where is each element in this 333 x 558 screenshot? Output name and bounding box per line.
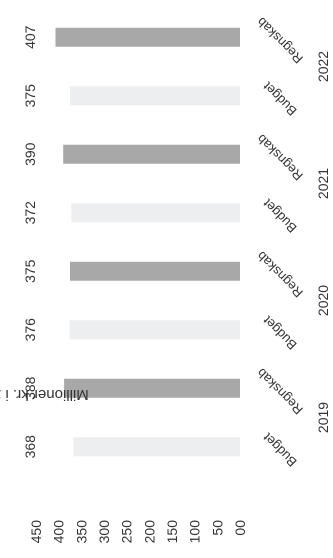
y-tick-label: 350 xyxy=(73,520,89,544)
category-label: Regnskab xyxy=(254,365,306,417)
category-label: Budget xyxy=(260,430,300,470)
data-label: 368 xyxy=(22,435,38,459)
bar-budget xyxy=(73,437,240,457)
year-label: 2019 xyxy=(315,402,331,433)
year-label: 2020 xyxy=(315,285,331,316)
year-labels: 2019 2020 2021 2022 xyxy=(315,51,331,433)
data-label: 390 xyxy=(22,142,38,166)
y-tick-label: 50 xyxy=(209,520,225,536)
bar-regnskab xyxy=(64,378,241,398)
y-axis: 450 400 350 300 250 200 150 100 50 00 xyxy=(28,520,248,544)
category-label: Budget xyxy=(260,313,300,353)
bar-regnskab xyxy=(55,27,240,47)
year-label: 2021 xyxy=(315,168,331,199)
y-tick-label: 300 xyxy=(96,520,112,544)
bar-regnskab xyxy=(70,261,240,281)
bar-budget xyxy=(71,203,240,223)
y-tick-label: 250 xyxy=(119,520,135,544)
category-label: Regnskab xyxy=(254,248,306,300)
data-label: 388 xyxy=(22,376,38,400)
y-tick-label: 200 xyxy=(141,520,157,544)
year-label: 2022 xyxy=(315,51,331,82)
bar-regnskab xyxy=(63,144,241,164)
bars xyxy=(55,27,241,457)
y-axis-title: Millioner kr. i 2023-pl xyxy=(0,386,89,403)
data-label: 376 xyxy=(22,318,38,342)
category-label: Regnskab xyxy=(254,14,306,66)
data-label: 407 xyxy=(22,25,38,49)
category-label: Budget xyxy=(260,196,300,236)
y-tick-label: 150 xyxy=(164,520,180,544)
y-tick-label: 450 xyxy=(28,520,44,544)
data-label: 372 xyxy=(22,201,38,225)
bar-budget xyxy=(70,86,240,106)
data-label: 375 xyxy=(22,259,38,283)
data-labels: 368 388 376 375 372 390 375 407 xyxy=(22,25,38,458)
category-label: Regnskab xyxy=(254,131,306,183)
y-tick-label: 400 xyxy=(51,520,67,544)
y-tick-label: 100 xyxy=(187,520,203,544)
bar-budget xyxy=(69,320,241,340)
category-labels: Budget Regnskab Budget Regnskab Budget Regnsk… xyxy=(254,14,306,469)
data-label: 375 xyxy=(22,84,38,108)
y-tick-label: 00 xyxy=(232,520,248,536)
category-label: Budget xyxy=(260,79,300,119)
